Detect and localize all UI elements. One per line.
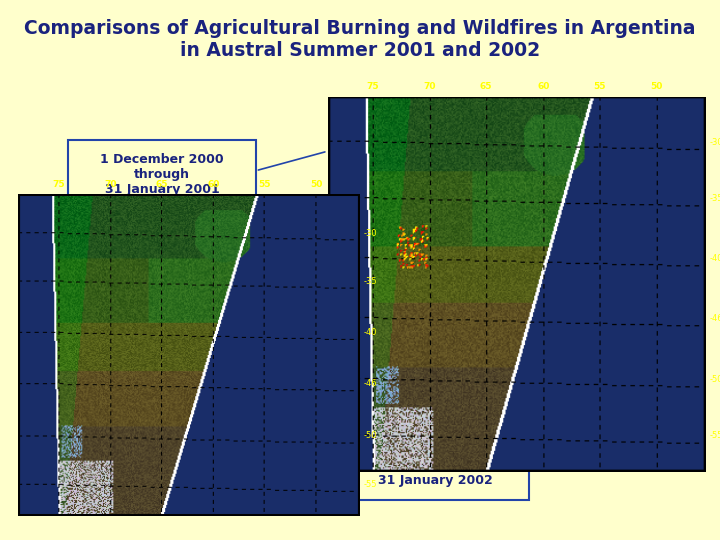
- FancyBboxPatch shape: [342, 432, 529, 500]
- Text: -55: -55: [710, 431, 720, 440]
- Text: 65: 65: [156, 180, 168, 189]
- Text: -35: -35: [710, 194, 720, 203]
- Text: -55: -55: [364, 480, 377, 489]
- Text: 70: 70: [424, 82, 436, 91]
- Text: Fires: Fires: [416, 248, 578, 300]
- Text: 65: 65: [480, 82, 492, 91]
- Text: 55: 55: [258, 180, 271, 189]
- Text: 50: 50: [310, 180, 322, 189]
- Text: -40: -40: [710, 254, 720, 263]
- Text: -50: -50: [710, 375, 720, 384]
- Text: 1 December 2001
through
31 January 2002: 1 December 2001 through 31 January 2002: [374, 444, 498, 487]
- Text: -30: -30: [710, 138, 720, 147]
- Text: 70: 70: [104, 180, 117, 189]
- Text: -46: -46: [364, 379, 377, 388]
- Text: 60: 60: [537, 82, 549, 91]
- Text: 75: 75: [366, 82, 379, 91]
- Text: 50: 50: [651, 82, 663, 91]
- Text: -30: -30: [364, 228, 377, 238]
- Text: Comparisons of Agricultural Burning and Wildfires in Argentina
in Austral Summer: Comparisons of Agricultural Burning and …: [24, 19, 696, 60]
- Text: 60: 60: [207, 180, 220, 189]
- Text: -35: -35: [364, 277, 377, 286]
- Text: 75: 75: [53, 180, 66, 189]
- Text: 1 December 2000
through
31 January 2001: 1 December 2000 through 31 January 2001: [100, 153, 224, 195]
- Text: -46: -46: [710, 314, 720, 323]
- Text: -40: -40: [364, 328, 377, 337]
- Text: -50: -50: [364, 431, 377, 441]
- FancyBboxPatch shape: [68, 140, 256, 208]
- Text: 55: 55: [593, 82, 606, 91]
